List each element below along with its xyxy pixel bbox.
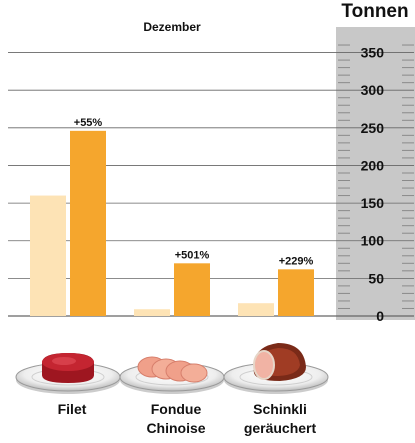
y-tick-label: 50 xyxy=(368,270,384,286)
bar-previous-3 xyxy=(238,303,274,316)
bar-previous-1 xyxy=(30,195,66,316)
bar-current-1 xyxy=(70,130,106,316)
category-label: Schinkli xyxy=(253,401,307,417)
bar-previous-2 xyxy=(134,309,170,316)
steak-icon xyxy=(15,353,121,394)
unit-label: Tonnen xyxy=(341,1,408,22)
bars xyxy=(30,130,314,316)
category-label: Fondue xyxy=(151,401,202,417)
y-tick-label: 150 xyxy=(361,195,385,211)
bar-annotation: +55% xyxy=(74,117,103,129)
bar-annotations: +55% +501% +229% xyxy=(74,117,314,267)
bar-current-3 xyxy=(278,269,314,316)
axis-minor-ticks xyxy=(338,44,414,309)
chart-title: Dezember xyxy=(143,20,201,34)
bar-annotation: +229% xyxy=(279,255,314,267)
y-tick-label: 100 xyxy=(361,233,385,249)
ham-icon xyxy=(223,343,329,394)
y-tick-label: 200 xyxy=(361,157,385,173)
y-tick-labels: 0 50 100 150 200 250 300 350 xyxy=(361,45,385,324)
sliced-meat-icon xyxy=(119,356,225,394)
y-tick-label: 350 xyxy=(361,45,385,61)
y-tick-label: 250 xyxy=(361,120,385,136)
y-tick-label: 0 xyxy=(376,308,384,324)
category-label: Chinoise xyxy=(146,420,205,436)
category-label: Filet xyxy=(58,401,87,417)
bar-annotation: +501% xyxy=(175,249,210,261)
category-label: geräuchert xyxy=(244,420,317,436)
category-labels: Filet Fondue Chinoise Schinkli geräuchert xyxy=(58,401,317,436)
y-tick-label: 300 xyxy=(361,82,385,98)
bar-current-2 xyxy=(174,263,210,316)
